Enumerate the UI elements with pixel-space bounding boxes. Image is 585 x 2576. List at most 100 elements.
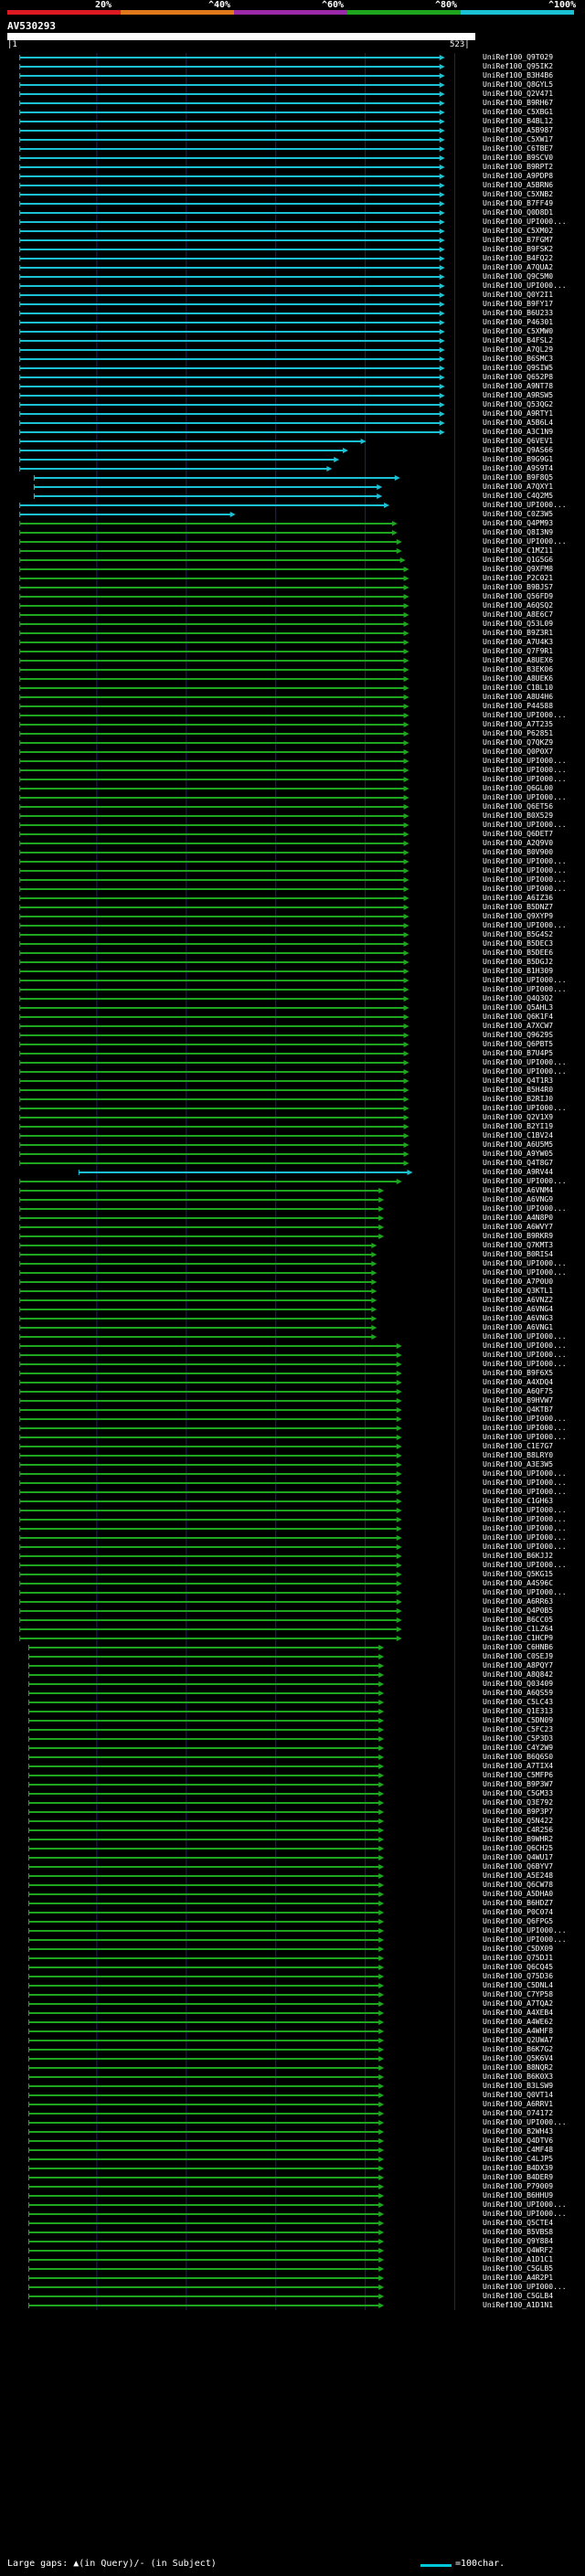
hit-name[interactable]: UniRef100_A9RV44 bbox=[483, 1168, 554, 1176]
hit-name[interactable]: UniRef100_UPI000... bbox=[483, 757, 567, 765]
hit-bar[interactable] bbox=[19, 1078, 410, 1084]
hit-bar[interactable] bbox=[19, 1307, 378, 1312]
hit-name[interactable]: UniRef100_A6VNG1 bbox=[483, 1323, 554, 1331]
hit-name[interactable]: UniRef100_B9WHR2 bbox=[483, 1835, 554, 1843]
hit-bar[interactable] bbox=[19, 1444, 402, 1449]
hit-bar[interactable] bbox=[19, 55, 445, 60]
hit-bar[interactable] bbox=[27, 1992, 385, 1998]
hit-name[interactable]: UniRef100_A6QSQ2 bbox=[483, 601, 554, 610]
hit-bar[interactable] bbox=[19, 722, 410, 727]
hit-name[interactable]: UniRef100_A9NT78 bbox=[483, 382, 554, 390]
hit-name[interactable]: UniRef100_UPI000... bbox=[483, 1268, 567, 1277]
hit-bar[interactable] bbox=[27, 1855, 385, 1860]
hit-name[interactable]: UniRef100_C5XBG1 bbox=[483, 108, 554, 116]
hit-bar[interactable] bbox=[19, 210, 445, 216]
hit-name[interactable]: UniRef100_A9RTY1 bbox=[483, 409, 554, 418]
hit-name[interactable]: UniRef100_Q03409 bbox=[483, 1680, 554, 1688]
hit-name[interactable]: UniRef100_A7P0U0 bbox=[483, 1277, 554, 1286]
hit-bar[interactable] bbox=[19, 366, 445, 371]
hit-name[interactable]: UniRef100_C4MF48 bbox=[483, 2146, 554, 2154]
hit-name[interactable]: UniRef100_Q6K1F4 bbox=[483, 1012, 554, 1021]
hit-bar[interactable] bbox=[19, 795, 410, 800]
hit-name[interactable]: UniRef100_B4DX39 bbox=[483, 2164, 554, 2172]
hit-name[interactable]: UniRef100_Q4DTV6 bbox=[483, 2136, 554, 2145]
hit-name[interactable]: UniRef100_Q7KMT3 bbox=[483, 1241, 554, 1249]
hit-bar[interactable] bbox=[27, 2202, 385, 2208]
hit-bar[interactable] bbox=[19, 1508, 402, 1513]
hit-name[interactable]: UniRef100_Q5AHL3 bbox=[483, 1003, 554, 1012]
hit-bar[interactable] bbox=[19, 521, 398, 526]
hit-name[interactable]: UniRef100_A7TQA2 bbox=[483, 1999, 554, 2008]
hit-bar[interactable] bbox=[19, 1343, 402, 1349]
hit-name[interactable]: UniRef100_Q1G5G6 bbox=[483, 556, 554, 564]
hit-name[interactable]: UniRef100_B6HHU9 bbox=[483, 2191, 554, 2200]
hit-name[interactable]: UniRef100_B8NQR2 bbox=[483, 2063, 554, 2072]
hit-name[interactable]: UniRef100_UPI000... bbox=[483, 1341, 567, 1350]
hit-bar[interactable] bbox=[19, 311, 445, 316]
hit-name[interactable]: UniRef100_B0X529 bbox=[483, 811, 554, 820]
hit-bar[interactable] bbox=[19, 585, 410, 590]
hit-bar[interactable] bbox=[19, 996, 410, 1002]
hit-name[interactable]: UniRef100_A9S9T4 bbox=[483, 464, 554, 472]
hit-bar[interactable] bbox=[19, 292, 445, 298]
hit-bar[interactable] bbox=[19, 274, 445, 280]
hit-name[interactable]: UniRef100_C1BL10 bbox=[483, 684, 554, 692]
hit-bar[interactable] bbox=[19, 1499, 402, 1504]
hit-name[interactable]: UniRef100_C5DNL4 bbox=[483, 1981, 554, 1989]
hit-bar[interactable] bbox=[19, 621, 410, 627]
hit-bar[interactable] bbox=[19, 676, 410, 682]
hit-bar[interactable] bbox=[19, 1553, 402, 1559]
hit-bar[interactable] bbox=[19, 201, 445, 207]
hit-bar[interactable] bbox=[19, 1636, 402, 1641]
hit-bar[interactable] bbox=[19, 704, 410, 709]
hit-bar[interactable] bbox=[19, 1133, 410, 1139]
hit-name[interactable]: UniRef100_UPI000... bbox=[483, 1360, 567, 1368]
hit-name[interactable]: UniRef100_B8LRY0 bbox=[483, 1451, 554, 1459]
hit-bar[interactable] bbox=[19, 731, 410, 737]
hit-name[interactable]: UniRef100_B9F8Q5 bbox=[483, 473, 554, 482]
hit-name[interactable]: UniRef100_A4WHF8 bbox=[483, 2027, 554, 2035]
hit-bar[interactable] bbox=[27, 1919, 385, 1924]
hit-name[interactable]: UniRef100_C1MZ11 bbox=[483, 546, 554, 555]
hit-name[interactable]: UniRef100_B9SCV0 bbox=[483, 154, 554, 162]
hit-bar[interactable] bbox=[19, 1380, 402, 1385]
hit-bar[interactable] bbox=[19, 247, 445, 252]
hit-name[interactable]: UniRef100_A6WVY7 bbox=[483, 1223, 554, 1231]
hit-name[interactable]: UniRef100_A2Q9V0 bbox=[483, 839, 554, 847]
hit-bar[interactable] bbox=[19, 1426, 402, 1431]
hit-bar[interactable] bbox=[27, 1809, 385, 1815]
hit-bar[interactable] bbox=[27, 2047, 385, 2052]
hit-bar[interactable] bbox=[27, 1910, 385, 1915]
hit-bar[interactable] bbox=[27, 2275, 385, 2281]
hit-name[interactable]: UniRef100_Q75DJ1 bbox=[483, 1954, 554, 1962]
hit-name[interactable]: UniRef100_C4R256 bbox=[483, 1826, 554, 1834]
hit-bar[interactable] bbox=[27, 2175, 385, 2180]
hit-bar[interactable] bbox=[19, 850, 410, 855]
hit-bar[interactable] bbox=[19, 1334, 378, 1340]
hit-name[interactable]: UniRef100_B2YI19 bbox=[483, 1122, 554, 1130]
hit-name[interactable]: UniRef100_B9HVW7 bbox=[483, 1396, 554, 1405]
hit-bar[interactable] bbox=[19, 777, 410, 782]
hit-bar[interactable] bbox=[19, 429, 445, 435]
hit-bar[interactable] bbox=[19, 119, 445, 124]
hit-name[interactable]: UniRef100_A5B987 bbox=[483, 126, 554, 134]
hit-name[interactable]: UniRef100_A3C1N9 bbox=[483, 428, 554, 436]
hit-bar[interactable] bbox=[27, 2129, 385, 2135]
hit-name[interactable]: UniRef100_Q9SIW5 bbox=[483, 364, 554, 372]
hit-name[interactable]: UniRef100_B5DEE6 bbox=[483, 949, 554, 957]
hit-bar[interactable] bbox=[19, 1161, 410, 1166]
hit-name[interactable]: UniRef100_B9F6X5 bbox=[483, 1369, 554, 1377]
hit-bar[interactable] bbox=[27, 1681, 385, 1687]
hit-name[interactable]: UniRef100_C5XMW0 bbox=[483, 327, 554, 335]
hit-bar[interactable] bbox=[27, 1828, 385, 1833]
hit-name[interactable]: UniRef100_C5GM33 bbox=[483, 1789, 554, 1797]
hit-bar[interactable] bbox=[19, 539, 402, 545]
hit-bar[interactable] bbox=[19, 320, 445, 325]
hit-bar[interactable] bbox=[19, 1298, 378, 1303]
hit-name[interactable]: UniRef100_UPI000... bbox=[483, 1351, 567, 1359]
hit-name[interactable]: UniRef100_Q9T029 bbox=[483, 53, 554, 61]
hit-bar[interactable] bbox=[19, 238, 445, 243]
hit-bar[interactable] bbox=[19, 1389, 402, 1394]
hit-bar[interactable] bbox=[27, 1691, 385, 1696]
hit-name[interactable]: UniRef100_UPI000... bbox=[483, 885, 567, 893]
